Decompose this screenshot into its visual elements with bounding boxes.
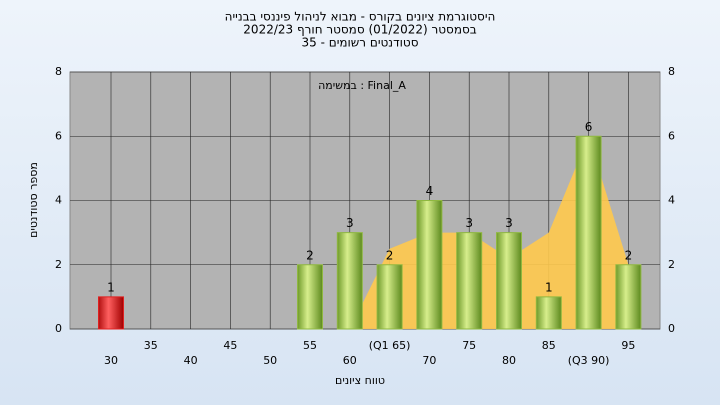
x-tick-label: 95: [621, 339, 635, 352]
bar: [336, 232, 363, 330]
x-axis-label: טווח ציונים: [335, 374, 385, 387]
data-label: 2: [386, 248, 394, 262]
y2-tick-label: 2: [668, 258, 675, 271]
data-label: 4: [426, 184, 434, 198]
bar: [575, 135, 602, 330]
bar: [376, 264, 403, 330]
bar: [98, 296, 124, 330]
x-tick-label: 85: [542, 339, 556, 352]
x-tick-label: 55: [303, 339, 317, 352]
y-tick-label: 4: [55, 194, 62, 207]
x-tick-label: 50: [263, 354, 277, 367]
data-label: 1: [545, 280, 553, 294]
x-tick-label: 35: [144, 339, 158, 352]
bar: [456, 232, 483, 330]
y2-tick-label: 4: [668, 194, 675, 207]
data-label: 3: [346, 216, 354, 230]
y-tick-label: 2: [55, 258, 62, 271]
chart-title: היסטוגרמת ציונים בקורס - מבוא לניהול פינ…: [225, 10, 496, 24]
y-tick-label: 0: [55, 322, 62, 335]
x-tick-label: 80: [502, 354, 516, 367]
data-label: 3: [465, 216, 473, 230]
x-tick-label: (Q3 90): [568, 354, 610, 367]
y2-tick-label: 0: [668, 322, 675, 335]
x-tick-label: 60: [343, 354, 357, 367]
x-tick-label: 75: [462, 339, 476, 352]
y-tick-label: 6: [55, 129, 62, 142]
x-tick-label: 70: [422, 354, 436, 367]
chart-subtitle: בסמסטר (01/2022) סמסטר חורף 2022/23: [243, 23, 476, 37]
bar: [535, 296, 562, 330]
bar: [615, 264, 642, 330]
bar: [496, 232, 522, 330]
y-tick-label: 8: [55, 65, 62, 78]
data-label: 2: [306, 248, 314, 262]
y-axis-label: מספר סטודנטים: [27, 162, 40, 238]
data-label: 2: [625, 248, 633, 262]
annotation: במשימה : Final_A: [318, 79, 406, 92]
x-tick-label: (Q1 65): [369, 339, 411, 352]
y2-tick-label: 6: [668, 129, 675, 142]
x-tick-label: 30: [104, 354, 118, 367]
y2-tick-label: 8: [668, 65, 675, 78]
x-tick-label: 40: [184, 354, 198, 367]
data-label: 1: [107, 280, 115, 294]
bar: [297, 264, 323, 330]
bar: [416, 200, 443, 330]
x-tick-label: 45: [223, 339, 237, 352]
data-label: 3: [505, 216, 513, 230]
chart-subtitle: סטודנטים רשומים - 35: [301, 36, 418, 50]
data-label: 6: [585, 120, 593, 134]
